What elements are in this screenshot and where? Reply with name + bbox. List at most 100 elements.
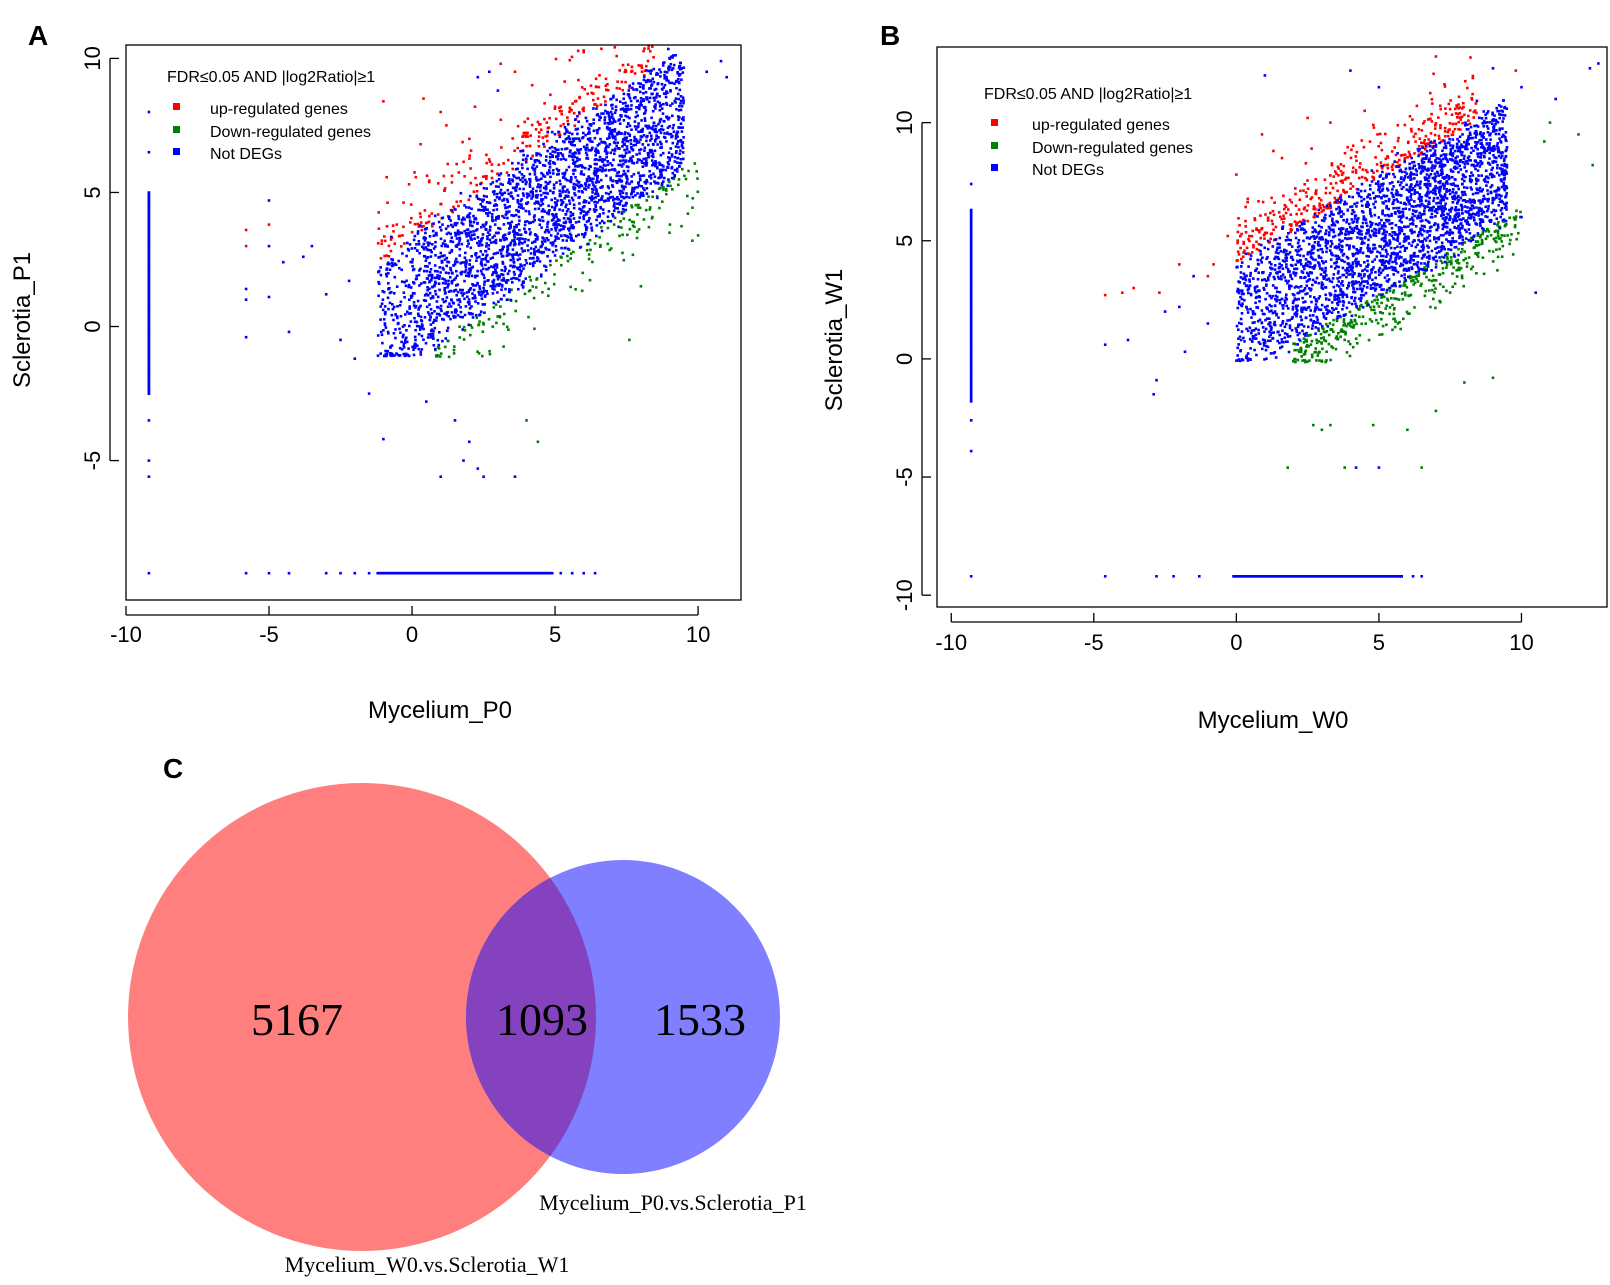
panel-a-point-not-deg — [518, 268, 522, 272]
panel-b-point-down-regulated — [1348, 354, 1352, 358]
panel-a-point-not-deg — [592, 118, 595, 121]
panel-a-point-not-deg — [577, 151, 581, 155]
panel-a-point-not-deg — [546, 171, 549, 175]
panel-a-point-not-deg — [649, 173, 653, 177]
panel-a-point-not-deg — [532, 216, 536, 219]
panel-a-point-not-deg — [498, 227, 502, 231]
panel-a-point-not-deg — [680, 78, 683, 81]
panel-a-point-not-deg — [573, 155, 576, 159]
panel-a-point-not-deg — [618, 154, 622, 158]
panel-a-point-not-deg — [568, 179, 572, 183]
panel-b-point-up-regulated — [1304, 191, 1308, 194]
panel-a-point-not-deg — [484, 222, 488, 226]
panel-b-point-up-regulated — [1303, 183, 1306, 186]
panel-b-point-up-regulated — [1372, 171, 1375, 174]
panel-a-point-not-deg — [583, 187, 586, 190]
panel-b-point-down-regulated — [1514, 215, 1518, 218]
panel-a-point-down-regulated — [587, 257, 591, 261]
panel-a-point-not-deg — [610, 164, 614, 167]
panel-a-point-not-deg — [641, 194, 644, 197]
panel-a-point-not-deg — [490, 213, 494, 216]
panel-a-point-not-deg — [611, 179, 615, 182]
panel-a-point-not-deg — [410, 296, 413, 299]
panel-b-point-down-regulated — [1425, 275, 1428, 279]
panel-a-point-not-deg — [610, 128, 614, 132]
panel-a-point-not-deg — [577, 180, 581, 184]
panel-a-point-not-deg — [407, 312, 411, 315]
panel-a-point-not-deg — [424, 264, 427, 268]
panel-a-point-not-deg — [578, 195, 581, 199]
panel-b-point-up-regulated — [1239, 246, 1242, 250]
panel-b-point-not-deg — [1428, 234, 1431, 237]
panel-a-point-not-deg — [679, 122, 683, 125]
panel-a-point-not-deg — [509, 264, 512, 268]
panel-a-point-not-deg — [499, 238, 502, 242]
panel-a-point-not-deg — [518, 253, 522, 256]
panel-a-point-not-deg — [569, 140, 573, 144]
panel-a-point-not-deg — [595, 218, 598, 222]
panel-a-point-not-deg — [420, 334, 424, 338]
panel-a-point-down-regulated — [628, 338, 631, 342]
panel-a-point-not-deg — [441, 254, 444, 258]
panel-b-point-down-regulated — [1400, 292, 1404, 295]
panel-a-point-not-deg — [515, 253, 518, 256]
panel-a-point-not-deg — [511, 248, 515, 251]
panel-a-point-not-deg — [616, 202, 619, 205]
panel-a-point-not-deg — [568, 131, 571, 135]
panel-b-point-down-regulated — [1482, 272, 1486, 276]
panel-b-point-up-regulated — [1349, 187, 1352, 190]
panel-a-point-down-regulated — [619, 220, 622, 223]
panel-a-point-not-deg — [387, 272, 390, 275]
panel-a-point-not-deg — [616, 141, 619, 144]
panel-a-point-not-deg — [619, 100, 622, 103]
panel-b-point-not-deg — [1265, 292, 1269, 295]
panel-a-point-not-deg — [559, 158, 563, 161]
panel-a-point-not-deg — [622, 185, 626, 189]
panel-a-point-not-deg — [640, 185, 643, 188]
panel-a-point-not-deg — [659, 168, 662, 172]
panel-a-point-not-deg — [541, 219, 545, 223]
panel-a-point-not-deg — [383, 322, 387, 325]
panel-a-point-not-deg — [501, 245, 505, 249]
panel-b-point-not-deg — [1420, 202, 1424, 206]
panel-b-point-up-regulated — [1341, 181, 1344, 184]
panel-a-point-not-deg — [613, 111, 617, 115]
panel-a-point-not-deg — [601, 195, 604, 198]
panel-a-point-up-regulated — [482, 175, 485, 178]
panel-a-point-not-deg — [639, 148, 643, 151]
panel-b-point-up-regulated — [1274, 225, 1278, 229]
panel-b-point-up-regulated — [1312, 205, 1316, 208]
panel-a-point-not-deg — [637, 130, 640, 134]
panel-a-point-not-deg — [619, 114, 622, 117]
panel-a-point-not-deg — [665, 79, 668, 82]
panel-a-point-up-regulated — [427, 220, 431, 224]
panel-a-point-up-regulated — [416, 222, 420, 226]
panel-a-point-not-deg — [599, 205, 602, 209]
panel-b-point-up-regulated — [1417, 128, 1421, 131]
panel-a-point-not-deg — [557, 148, 560, 151]
panel-b-point-not-deg — [1294, 231, 1297, 235]
panel-a-point-up-regulated — [557, 133, 561, 136]
panel-a-point-not-deg — [424, 341, 428, 345]
panel-a-point-not-deg — [147, 150, 151, 154]
panel-a-point-not-deg — [462, 292, 466, 295]
panel-a-point-not-deg — [496, 251, 500, 255]
panel-a-point-not-deg — [617, 210, 620, 214]
panel-a-point-not-deg — [660, 124, 664, 128]
panel-a-point-not-deg — [497, 215, 500, 218]
panel-b-point-down-regulated — [1317, 329, 1320, 333]
panel-a-point-not-deg — [651, 109, 655, 113]
panel-a-point-not-deg — [622, 159, 625, 162]
panel-a-point-not-deg — [506, 200, 510, 203]
panel-a-point-not-deg — [473, 233, 476, 236]
panel-a-point-not-deg — [537, 207, 541, 210]
panel-a-point-down-regulated — [591, 260, 594, 264]
panel-a-point-not-deg — [542, 163, 545, 167]
panel-a-point-up-regulated — [485, 177, 488, 181]
panel-a-point-not-deg — [466, 271, 470, 275]
panel-a-point-down-regulated — [437, 347, 441, 350]
panel-a-point-not-deg — [562, 217, 566, 220]
panel-a-point-not-deg — [409, 320, 413, 323]
panel-a-point-not-deg — [638, 148, 641, 152]
